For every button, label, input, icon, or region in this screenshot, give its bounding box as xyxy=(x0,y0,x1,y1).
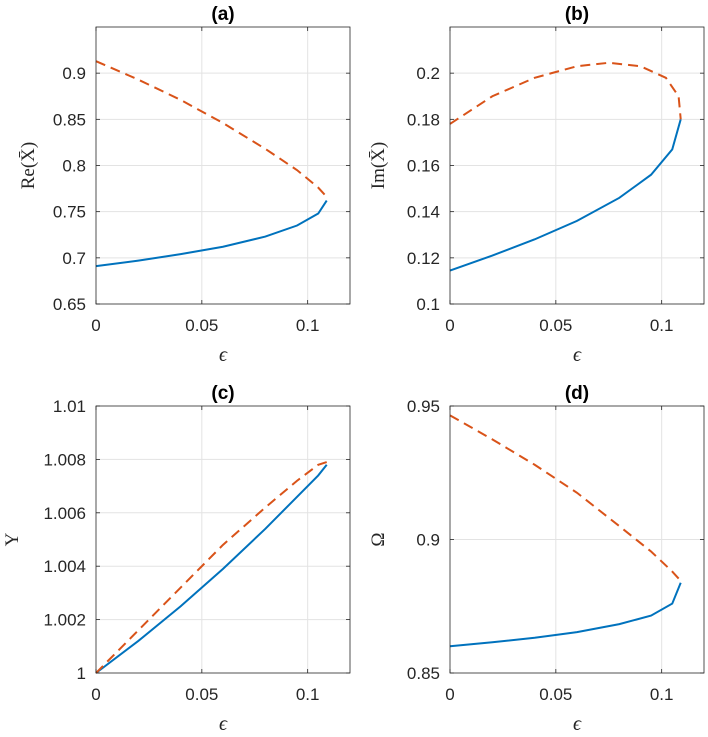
x-tick-label: 0 xyxy=(91,316,100,335)
y-tick-label: 0.18 xyxy=(407,110,440,129)
y-tick-label: 0.16 xyxy=(407,157,440,176)
stable-branch-line xyxy=(449,582,682,648)
stable-branch-line xyxy=(95,464,328,674)
stable-branch-line xyxy=(95,200,328,268)
panel-c: 0 0.05 0.1 1 1.002 1.004 1.006 1.008 1.01 (c) ϵ Y xyxy=(2,383,351,735)
y-tick-label: 1.008 xyxy=(43,450,86,469)
y-tick-label: 0.8 xyxy=(62,157,86,176)
panel-b: 0 0.05 0.1 0.1 0.12 0.14 0.16 0.18 0.2 (b) ϵ Im(X̄) xyxy=(368,4,705,366)
x-tick-label: 0.05 xyxy=(539,685,572,704)
y-tick-label: 0.7 xyxy=(62,249,86,268)
x-tick-label: 0 xyxy=(445,685,454,704)
x-axis-label: ϵ xyxy=(573,344,582,366)
unstable-branch-line xyxy=(95,60,328,198)
x-tick-label: 0 xyxy=(91,685,100,704)
unstable-branch-line xyxy=(449,414,682,582)
plot-area-c xyxy=(96,406,350,673)
x-axis-label: ϵ xyxy=(573,713,582,735)
x-tick-label: 0.1 xyxy=(650,685,674,704)
y-axis-label: Y xyxy=(2,532,23,546)
x-tick-label: 0.05 xyxy=(185,685,218,704)
x-tick-label: 0.1 xyxy=(296,316,320,335)
panel-title: (d) xyxy=(565,383,589,404)
axes-box-c xyxy=(95,405,351,674)
y-tick-label: 1.002 xyxy=(43,611,86,630)
panel-a: 0 0.05 0.1 0.65 0.7 0.75 0.8 0.85 0.9 (a) ϵ Re(X̄) xyxy=(18,4,351,366)
y-axis-label: Ω xyxy=(368,532,389,546)
stable-branch-line xyxy=(449,119,682,272)
panel-d: 0 0.05 0.1 0.85 0.9 0.95 (d) ϵ Ω xyxy=(368,383,705,735)
y-tick-label: 0.2 xyxy=(416,64,440,83)
x-tick-label: 0 xyxy=(445,316,454,335)
y-tick-label: 1 xyxy=(77,664,86,683)
y-tick-label: 0.75 xyxy=(53,203,86,222)
x-axis-label: ϵ xyxy=(219,713,228,735)
panel-title: (a) xyxy=(211,4,234,25)
x-tick-label: 0.1 xyxy=(650,316,674,335)
y-axis-label: Re(X̄) xyxy=(18,142,39,189)
x-axis-label: ϵ xyxy=(219,344,228,366)
unstable-branch-line xyxy=(95,461,328,674)
y-tick-label: 0.12 xyxy=(407,249,440,268)
y-tick-label: 0.85 xyxy=(53,110,86,129)
unstable-branch-line xyxy=(449,61,682,125)
panel-title: (b) xyxy=(565,4,589,25)
y-tick-label: 1.01 xyxy=(53,397,86,416)
x-tick-label: 0.05 xyxy=(185,316,218,335)
y-tick-label: 0.85 xyxy=(407,664,440,683)
y-tick-label: 0.95 xyxy=(407,397,440,416)
y-tick-label: 0.14 xyxy=(407,203,440,222)
y-tick-label: 0.9 xyxy=(416,531,440,550)
y-tick-label: 0.65 xyxy=(53,295,86,314)
panel-title: (c) xyxy=(211,383,234,404)
y-axis-label: Im(X̄) xyxy=(368,142,389,189)
x-tick-label: 0.05 xyxy=(539,316,572,335)
x-tick-label: 0.1 xyxy=(296,685,320,704)
y-tick-label: 0.9 xyxy=(62,64,86,83)
y-tick-label: 1.006 xyxy=(43,504,86,523)
y-tick-label: 1.004 xyxy=(43,557,86,576)
y-tick-label: 0.1 xyxy=(416,295,440,314)
